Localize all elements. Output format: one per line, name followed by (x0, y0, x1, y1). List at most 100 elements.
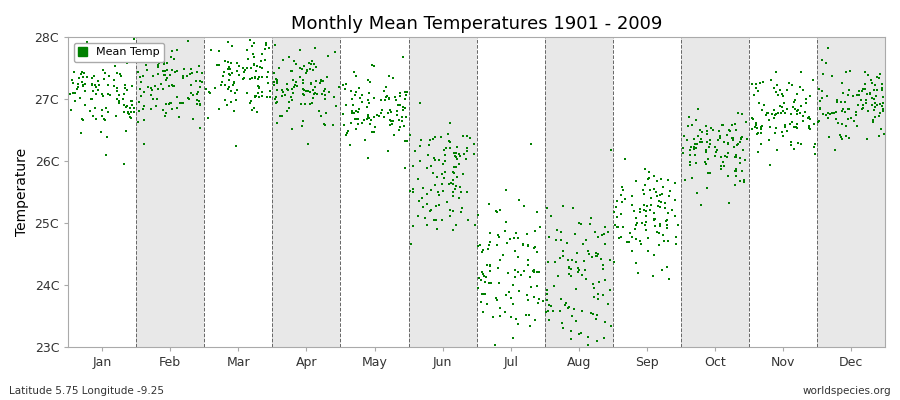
Point (775, 128, 789, 135)
Point (775, 104, 789, 110)
Point (112, 91, 126, 98)
Point (398, 138, 412, 144)
Point (303, 61, 318, 67)
Point (125, 102, 140, 108)
Point (803, 126, 817, 132)
Point (223, 99, 238, 106)
Point (364, 62, 379, 69)
Point (176, 100, 190, 107)
Point (556, 248, 571, 254)
Point (580, 334, 595, 340)
Point (97, 116, 112, 122)
Point (450, 156, 464, 162)
Point (109, 70, 123, 76)
Point (250, 109, 265, 115)
Bar (340, 37, 409, 347)
Point (542, 317, 556, 323)
Point (483, 239, 498, 245)
Point (275, 89, 290, 96)
Point (385, 120, 400, 127)
Point (737, 177, 751, 183)
Point (736, 178, 751, 185)
Point (504, 294, 518, 301)
Point (842, 134, 856, 141)
Point (448, 150, 463, 156)
Point (854, 88, 868, 94)
Point (117, 90, 131, 97)
Point (220, 86, 235, 92)
Point (520, 231, 535, 237)
Point (770, 69, 784, 76)
Point (722, 200, 736, 206)
Point (688, 117, 703, 124)
Point (434, 134, 448, 140)
Point (174, 100, 188, 106)
Point (392, 127, 407, 133)
Point (65, 77, 79, 83)
Point (403, 187, 418, 194)
Point (131, 108, 146, 114)
Point (79, 74, 94, 80)
Point (474, 298, 489, 305)
Point (582, 251, 597, 257)
Point (427, 155, 441, 161)
Point (382, 117, 397, 124)
Point (689, 141, 704, 148)
Point (370, 112, 384, 118)
Point (253, 64, 267, 71)
Point (221, 64, 236, 70)
Point (563, 335, 578, 342)
Point (492, 313, 507, 319)
Point (638, 222, 652, 229)
Point (146, 53, 160, 60)
Point (549, 237, 563, 244)
Point (146, 96, 160, 102)
Point (428, 203, 443, 210)
Point (393, 102, 408, 108)
Point (626, 202, 640, 208)
Point (393, 92, 408, 99)
Point (308, 84, 322, 90)
Point (131, 118, 146, 125)
Point (218, 97, 232, 103)
Point (270, 87, 284, 93)
Point (520, 241, 535, 248)
Point (508, 316, 523, 322)
Point (475, 291, 490, 298)
Point (286, 77, 301, 83)
Point (839, 123, 853, 129)
Point (699, 128, 714, 134)
Point (721, 141, 735, 147)
Point (110, 95, 124, 102)
Point (652, 230, 666, 236)
Point (251, 74, 266, 80)
Point (656, 232, 670, 239)
Point (66, 90, 80, 96)
Point (400, 137, 414, 144)
Point (446, 169, 461, 175)
Point (530, 249, 544, 255)
Point (834, 98, 849, 105)
Point (791, 140, 806, 146)
Point (222, 66, 237, 72)
Point (500, 240, 514, 246)
Point (318, 96, 332, 102)
Point (745, 115, 760, 122)
Point (816, 70, 831, 77)
Point (68, 90, 82, 96)
Point (794, 69, 808, 75)
Point (413, 100, 428, 106)
Point (708, 148, 723, 155)
Point (285, 68, 300, 74)
Point (383, 107, 398, 114)
Point (539, 290, 554, 297)
Point (633, 238, 647, 244)
Point (274, 113, 289, 119)
Point (796, 86, 810, 93)
Point (244, 98, 258, 104)
Point (306, 95, 320, 101)
Point (408, 148, 422, 155)
Point (446, 189, 460, 195)
Point (336, 111, 350, 117)
Point (830, 99, 844, 106)
